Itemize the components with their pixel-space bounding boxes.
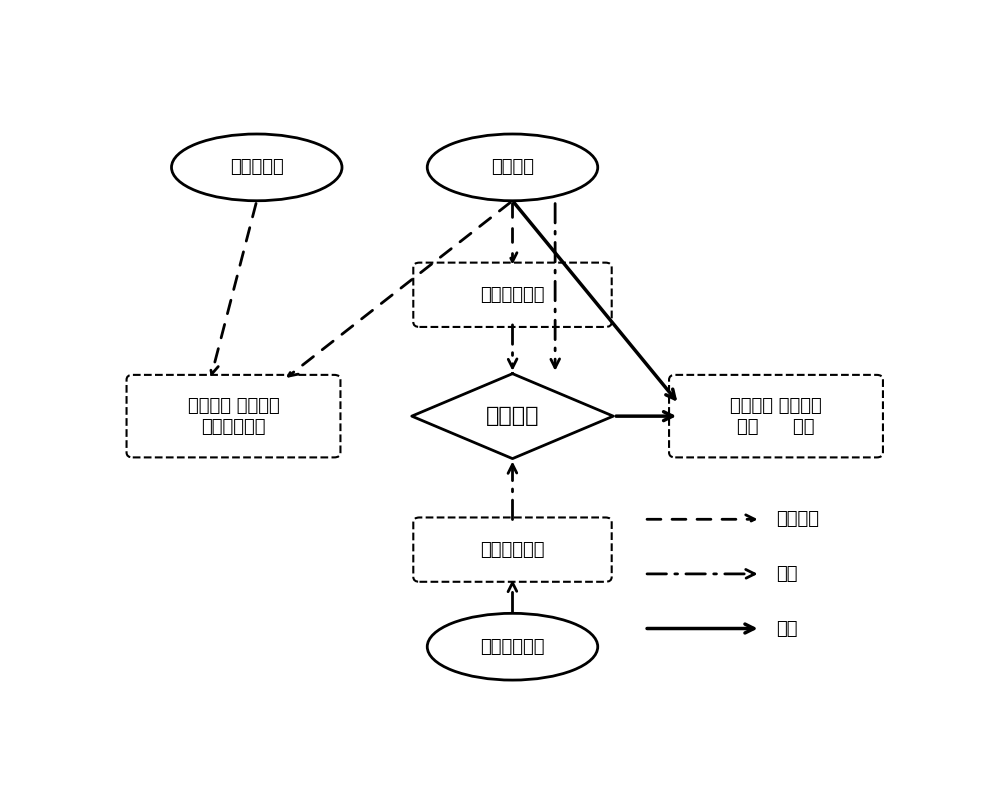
Text: 热电机组: 热电机组 xyxy=(491,158,534,177)
Text: 工业用热 民用取暖
设备      设备: 工业用热 民用取暖 设备 设备 xyxy=(730,396,822,436)
Text: 供电网络: 供电网络 xyxy=(776,511,819,528)
Text: 电热转换装置: 电热转换装置 xyxy=(480,541,545,559)
Text: 风力发电装置: 风力发电装置 xyxy=(480,637,545,656)
Text: 燃气发电机: 燃气发电机 xyxy=(230,158,284,177)
Text: 热网: 热网 xyxy=(776,619,798,637)
Text: 热管: 热管 xyxy=(776,565,798,583)
Text: 电热转换装置: 电热转换装置 xyxy=(480,286,545,304)
Text: 储热装置: 储热装置 xyxy=(486,406,539,426)
Text: 照明设施 家用电器
工业用电设备: 照明设施 家用电器 工业用电设备 xyxy=(188,396,279,436)
